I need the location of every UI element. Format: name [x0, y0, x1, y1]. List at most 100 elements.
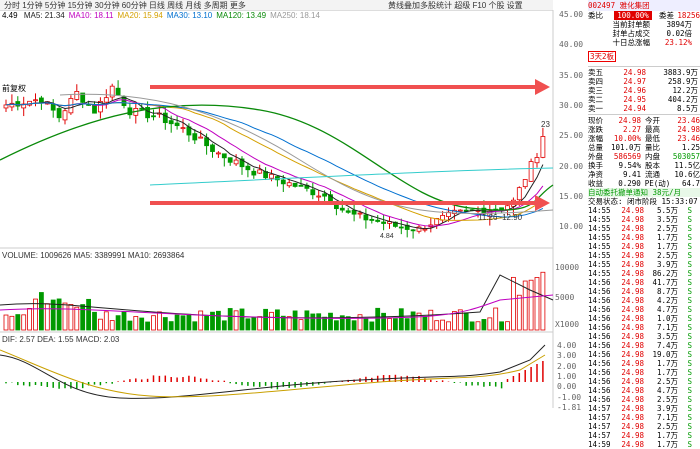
tick-cell: 1.7万: [656, 440, 678, 449]
volume-bar: [505, 321, 510, 331]
volume-bar: [186, 313, 192, 331]
tick-cell: 14:56: [588, 323, 611, 332]
quote-cell: 涨跌: [588, 125, 603, 134]
info-row: 当前封单额 3894万: [588, 20, 700, 29]
candle-body: [286, 182, 292, 187]
macd-axis-label: 3.00: [557, 351, 577, 361]
sell-level-row[interactable]: 卖一 24.94 8.5万: [588, 104, 700, 113]
tick-cell: 14:59: [588, 440, 611, 449]
candle-body: [210, 144, 215, 152]
tick-cell: S: [687, 350, 692, 359]
period-toolbar[interactable]: 分时 1分钟 5分钟 15分钟 30分钟 60分钟 日线 周线 月线 多周期 更…: [0, 0, 553, 11]
info-value: 3894万: [666, 20, 692, 29]
volume-bar: [227, 308, 233, 331]
quote-cell: PE(动): [644, 179, 671, 188]
volume-bar: [339, 315, 345, 331]
weidiff-value: 18256: [677, 11, 700, 20]
quote-cell: 101.0万: [610, 143, 642, 152]
candle-body: [333, 204, 339, 210]
volume-bar: [451, 311, 457, 331]
volume-bar: [39, 292, 44, 331]
tick-cell: 24.98: [621, 413, 644, 422]
tick-cell: S: [687, 341, 692, 350]
volume-bar: [363, 318, 369, 331]
tick-cell: 24.98: [621, 359, 644, 368]
toolbar-right[interactable]: 黄线叠加多股统计 超级 F10 个股 设置: [388, 1, 523, 10]
tick-cell: 4.2万: [656, 296, 678, 305]
tick-cell: S: [687, 305, 692, 314]
tick-row: 14:59 24.98 1.7万 S: [588, 440, 700, 449]
volume-bar: [422, 316, 428, 331]
tick-cell: S: [687, 215, 692, 224]
quote-row: 涨跌 2.27 最高 24.98: [588, 125, 700, 134]
candle-body: [534, 157, 540, 164]
candle-body: [50, 103, 56, 111]
candle-body: [15, 101, 21, 107]
kline-chart[interactable]: 23 11.26~12.90 4.84: [0, 0, 588, 408]
tick-cell: 14:57: [588, 404, 611, 413]
candle-body: [115, 87, 121, 96]
candle-body: [139, 107, 145, 110]
stock-code: 002497 雅化集团: [588, 1, 650, 10]
quote-cell: 23.46: [677, 134, 700, 143]
candle-body: [274, 176, 280, 181]
info-label: 当前封单额: [612, 20, 651, 29]
tick-cell: 4.7万: [656, 386, 678, 395]
volume-bar: [263, 308, 269, 331]
sell-level-price: 24.94: [623, 104, 646, 113]
candle-body: [351, 209, 357, 215]
tick-cell: 19.0万: [652, 350, 678, 359]
volume-bar: [434, 320, 440, 331]
candle-body: [192, 133, 198, 141]
volume-bar: [398, 308, 404, 331]
volume-bar: [280, 315, 286, 331]
tick-cell: S: [687, 431, 692, 440]
macd-dea-line: [0, 349, 546, 398]
tick-cell: 14:56: [588, 332, 611, 341]
tick-row: 14:56 24.98 2.5万 S: [588, 377, 700, 386]
weidiff-label: 委差: [659, 11, 674, 20]
auction-notice[interactable]: 自动委托撤单通知 38元/月: [588, 188, 682, 197]
volume-bar: [21, 314, 27, 331]
volume-bar: [375, 307, 381, 331]
ma-legend-item: MA250: 18.14: [270, 11, 320, 20]
macd-axis-label: 4.00: [557, 341, 577, 350]
sell-level-row[interactable]: 卖五 24.98 3883.9万: [588, 68, 700, 77]
volume-legend: VOLUME: 1009626 MA5: 3389991 MA10: 26938…: [2, 251, 185, 260]
quote-row: 总量 101.0万 量比 1.25: [588, 143, 700, 152]
volume-bar: [369, 321, 375, 331]
quote-cell: 10.00%: [613, 134, 642, 143]
candle-body: [357, 212, 363, 215]
volume-bar: [487, 317, 493, 331]
ma120-line: [0, 104, 554, 211]
info-label: 十日总涨幅: [612, 38, 651, 47]
sell-level-volume: 8.5万: [676, 104, 698, 113]
volume-bar: [80, 304, 86, 331]
tick-cell: 1.7万: [656, 233, 678, 242]
tick-cell: 24.98: [621, 341, 644, 350]
volume-bar: [121, 311, 127, 331]
tick-cell: S: [687, 251, 692, 260]
volume-bar: [428, 309, 434, 331]
candle-body: [33, 99, 38, 102]
sell-level-row[interactable]: 卖四 24.97 258.9万: [588, 77, 700, 86]
last-price-label: 23: [541, 120, 550, 129]
quote-cell: 64.7: [681, 179, 700, 188]
sell-level-row[interactable]: 卖二 24.95 404.2万: [588, 95, 700, 104]
ma-legend-item: MA10: 18.11: [68, 11, 114, 20]
candle-body: [80, 92, 86, 103]
ma-legend-item: MA5: 21.34: [23, 11, 65, 20]
volume-bar: [522, 280, 528, 331]
candle-body: [398, 226, 404, 229]
tick-cell: S: [687, 404, 692, 413]
tick-cell: 24.98: [621, 296, 644, 305]
sell-level-row[interactable]: 卖三 24.96 12.2万: [588, 86, 700, 95]
price-axis-label: 40.00: [559, 40, 584, 50]
volume-bar: [62, 302, 68, 331]
volume-bar: [298, 319, 304, 331]
adjust-label[interactable]: 前复权: [2, 84, 26, 93]
tick-cell: S: [687, 368, 692, 377]
tick-cell: 2.5万: [656, 422, 678, 431]
period-tabs[interactable]: 分时 1分钟 5分钟 15分钟 30分钟 60分钟 日线 周线 月线 多周期 更…: [4, 1, 246, 10]
volume-bar: [286, 316, 292, 331]
